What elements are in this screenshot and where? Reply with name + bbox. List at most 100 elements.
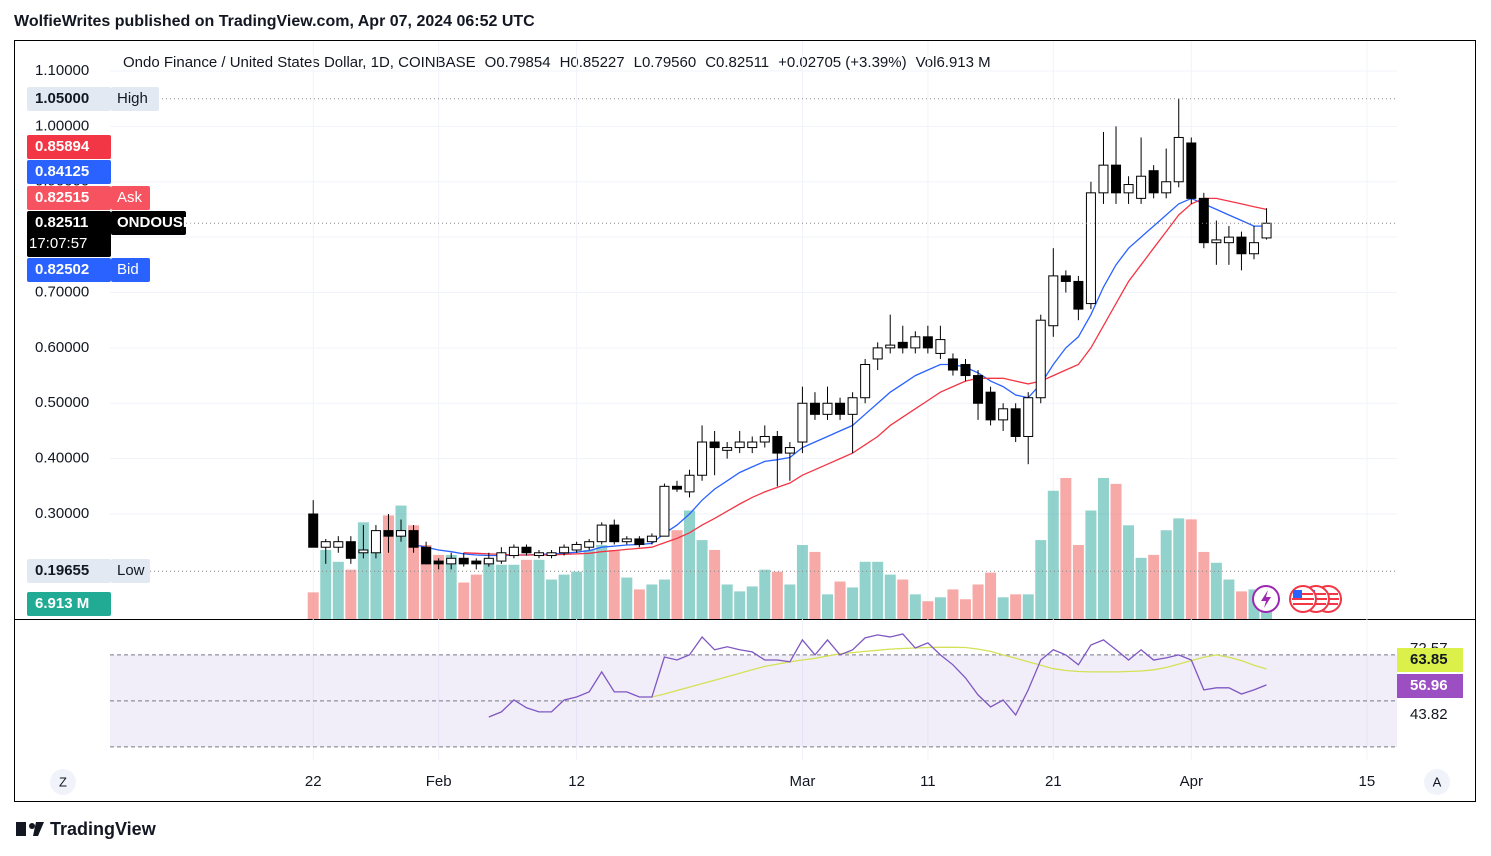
candle-body bbox=[1198, 197, 1209, 244]
y-tick-label: 0.60000 bbox=[35, 339, 89, 356]
volume-bar bbox=[495, 564, 507, 619]
corner-label: A bbox=[1433, 774, 1442, 789]
volume-bar bbox=[533, 559, 545, 619]
candle-body bbox=[1249, 242, 1259, 255]
price-badge bbox=[27, 160, 111, 184]
volume-bar bbox=[1035, 540, 1047, 619]
candle-body bbox=[784, 447, 795, 454]
volume-bar bbox=[859, 561, 871, 619]
candle-body bbox=[333, 541, 344, 548]
volume-bar bbox=[558, 574, 570, 619]
candle-body bbox=[835, 402, 846, 415]
volume-bar bbox=[1110, 483, 1122, 619]
volume-bar bbox=[520, 559, 532, 619]
volume-bar bbox=[809, 551, 821, 619]
volume-bar bbox=[834, 581, 846, 619]
volume-bar bbox=[1198, 551, 1210, 619]
candle-body bbox=[571, 543, 582, 551]
volume-bar bbox=[408, 525, 420, 619]
candle-body bbox=[1035, 319, 1046, 399]
legend-value: +0.02705 (+3.39%) bbox=[778, 54, 906, 71]
candle-body bbox=[1073, 280, 1084, 310]
candle-body bbox=[772, 435, 783, 454]
candle-body bbox=[646, 535, 657, 543]
volume-bar bbox=[633, 589, 645, 619]
legend-value: C0.82511 bbox=[705, 54, 769, 71]
volume-bar bbox=[596, 545, 608, 619]
volume-bar bbox=[608, 549, 620, 619]
price-badge-tag bbox=[111, 87, 159, 111]
candle-body bbox=[1136, 175, 1147, 199]
candle-body bbox=[383, 530, 394, 537]
candle-body bbox=[1048, 275, 1059, 327]
volume-bar bbox=[483, 559, 495, 619]
candle-body bbox=[584, 541, 595, 548]
candle-body bbox=[1173, 136, 1184, 183]
candle-body bbox=[709, 441, 720, 449]
volume-bar bbox=[445, 554, 457, 619]
volume-bar bbox=[345, 569, 357, 619]
rsi-badge bbox=[1397, 648, 1463, 672]
candle-body bbox=[1186, 142, 1197, 199]
volume-bar bbox=[1022, 594, 1034, 619]
price-badge-tag-label: ONDOUSD bbox=[117, 214, 194, 231]
volume-bar bbox=[1235, 591, 1247, 619]
volume-bar bbox=[934, 597, 946, 619]
legend-value: L0.79560 bbox=[634, 54, 697, 71]
candle-body bbox=[396, 530, 407, 537]
price-badge-tag-label: Low bbox=[117, 562, 145, 579]
candle-body bbox=[684, 474, 695, 493]
volume-bar bbox=[734, 591, 746, 619]
volume-bar bbox=[784, 584, 796, 619]
candle-body bbox=[496, 552, 507, 562]
volume-bar bbox=[508, 564, 520, 619]
volume-bar bbox=[470, 574, 482, 619]
price-badge bbox=[27, 592, 111, 616]
rsi-tick-label: 43.82 bbox=[1410, 706, 1448, 723]
candle-body bbox=[1010, 408, 1021, 437]
alert-icon-bolt bbox=[1261, 590, 1271, 608]
footer-brand: TradingView bbox=[50, 819, 157, 839]
x-tick-label: 11 bbox=[920, 773, 936, 790]
candle-body bbox=[634, 538, 645, 545]
volume-bar bbox=[1223, 579, 1235, 619]
candle-body bbox=[1223, 236, 1234, 244]
volume-bar bbox=[420, 545, 432, 619]
volume-bar bbox=[746, 586, 758, 619]
x-tick-label: 15 bbox=[1359, 773, 1376, 790]
candle-body bbox=[747, 441, 758, 449]
candle-body bbox=[609, 524, 620, 543]
chart-frame bbox=[14, 40, 1476, 802]
price-badge-label: 0.82515 bbox=[35, 189, 89, 206]
volume-bar bbox=[947, 589, 959, 619]
rsi-badge-label: 56.96 bbox=[1410, 677, 1448, 694]
price-badge-label: 0.84125 bbox=[35, 163, 89, 180]
volume-bar bbox=[1210, 562, 1222, 619]
volume-bar bbox=[646, 584, 658, 619]
price-badge-tag-label: Bid bbox=[117, 261, 139, 278]
volume-bar bbox=[546, 579, 558, 619]
candle-body bbox=[508, 546, 519, 557]
volume-bar bbox=[332, 561, 344, 619]
volume-bar bbox=[897, 579, 909, 619]
x-tick-label: 22 bbox=[305, 773, 322, 790]
volume-bar bbox=[959, 599, 971, 619]
price-badge bbox=[27, 186, 111, 210]
volume-bar bbox=[847, 587, 859, 619]
candle-body bbox=[847, 397, 858, 415]
volume-bar bbox=[1097, 477, 1109, 619]
candle-body bbox=[659, 485, 670, 537]
candle-body bbox=[935, 339, 946, 354]
candle-body bbox=[370, 530, 381, 554]
candle-body bbox=[1148, 170, 1159, 194]
candle-body bbox=[860, 363, 871, 399]
candle-body bbox=[546, 552, 557, 557]
y-tick-label: 1.00000 bbox=[35, 117, 89, 134]
candle-body bbox=[421, 546, 432, 565]
volume-bar bbox=[621, 577, 633, 619]
volume-bar bbox=[796, 545, 808, 619]
candle-body bbox=[734, 441, 745, 449]
candle-body bbox=[759, 435, 770, 443]
volume-bar bbox=[1135, 557, 1147, 619]
